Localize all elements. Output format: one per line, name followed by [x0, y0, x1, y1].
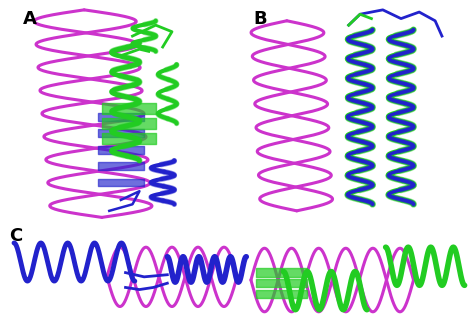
Text: B: B — [253, 10, 267, 28]
Text: A: A — [23, 10, 37, 28]
Text: C: C — [9, 227, 23, 245]
